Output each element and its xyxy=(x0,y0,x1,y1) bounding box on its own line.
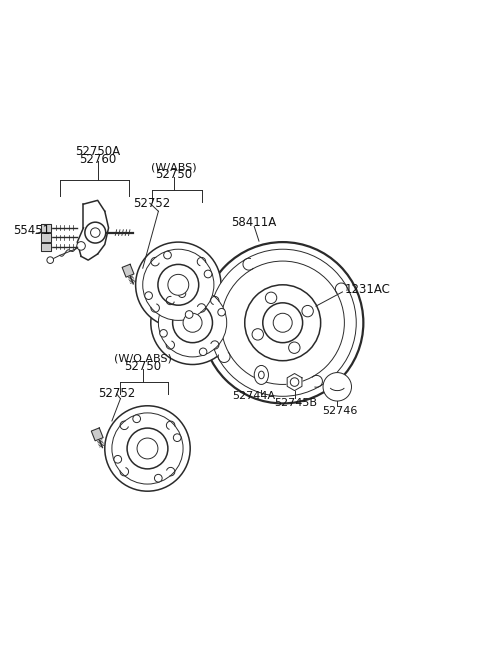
Text: 52750: 52750 xyxy=(155,168,192,181)
Circle shape xyxy=(199,348,207,356)
Circle shape xyxy=(173,434,181,441)
Text: 1231AC: 1231AC xyxy=(344,283,390,296)
Circle shape xyxy=(105,406,190,491)
Text: 52744A: 52744A xyxy=(233,391,276,402)
Polygon shape xyxy=(122,264,134,277)
Circle shape xyxy=(218,309,225,316)
Circle shape xyxy=(127,428,168,469)
Circle shape xyxy=(273,313,292,332)
Circle shape xyxy=(85,222,106,243)
Circle shape xyxy=(178,290,186,297)
Circle shape xyxy=(221,261,344,384)
Polygon shape xyxy=(91,428,103,441)
Circle shape xyxy=(112,413,183,484)
Text: 52745B: 52745B xyxy=(275,398,317,409)
Circle shape xyxy=(168,274,189,295)
Text: 58411A: 58411A xyxy=(232,215,277,229)
Circle shape xyxy=(158,265,199,305)
Text: 52760: 52760 xyxy=(79,153,116,166)
Text: 55451: 55451 xyxy=(12,224,50,236)
Circle shape xyxy=(252,329,264,340)
Polygon shape xyxy=(41,223,51,232)
Text: 52752: 52752 xyxy=(133,196,170,210)
Circle shape xyxy=(91,228,100,237)
Circle shape xyxy=(133,415,141,422)
Circle shape xyxy=(209,249,356,396)
Circle shape xyxy=(183,313,202,332)
Ellipse shape xyxy=(259,371,264,379)
Circle shape xyxy=(155,474,162,482)
Circle shape xyxy=(143,249,214,320)
Text: (W/O ABS): (W/O ABS) xyxy=(114,353,172,364)
Circle shape xyxy=(204,270,212,278)
Polygon shape xyxy=(41,242,51,251)
Circle shape xyxy=(302,305,313,317)
Circle shape xyxy=(114,455,121,463)
Circle shape xyxy=(151,281,234,364)
Circle shape xyxy=(164,252,171,259)
Circle shape xyxy=(245,285,321,361)
Circle shape xyxy=(288,342,300,354)
Text: 52752: 52752 xyxy=(97,387,135,400)
Text: 52746: 52746 xyxy=(322,405,357,415)
Circle shape xyxy=(77,242,85,250)
Circle shape xyxy=(158,289,227,357)
Circle shape xyxy=(290,378,299,386)
Text: 52750A: 52750A xyxy=(75,145,120,157)
Ellipse shape xyxy=(254,365,268,384)
Circle shape xyxy=(160,329,168,337)
Circle shape xyxy=(265,292,277,303)
Circle shape xyxy=(323,373,351,401)
Circle shape xyxy=(145,291,153,299)
Text: (W/ABS): (W/ABS) xyxy=(151,162,196,172)
Circle shape xyxy=(137,438,158,459)
Text: 52750: 52750 xyxy=(124,360,161,373)
Circle shape xyxy=(185,310,193,318)
Circle shape xyxy=(202,242,363,403)
Polygon shape xyxy=(287,373,302,390)
Polygon shape xyxy=(41,233,51,242)
Circle shape xyxy=(173,303,213,343)
Circle shape xyxy=(136,242,221,328)
Circle shape xyxy=(263,303,302,343)
Circle shape xyxy=(47,257,54,263)
